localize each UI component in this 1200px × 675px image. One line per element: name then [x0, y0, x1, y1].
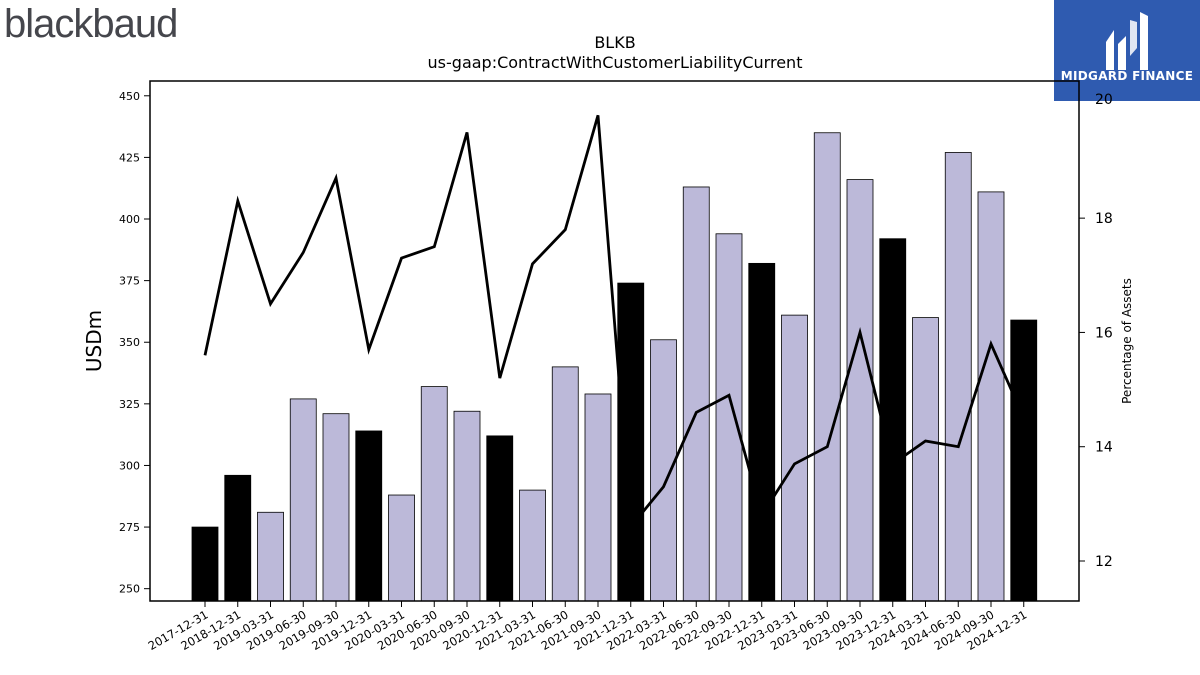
chart-title: BLKB — [594, 33, 635, 52]
brand-logo: blackbaud — [4, 2, 178, 46]
y-tick-label-425: 425 — [119, 151, 140, 164]
y2-tick-label-12: 12 — [1095, 554, 1113, 570]
x-axis: 2017-12-312018-12-312019-03-312019-06-30… — [146, 601, 1029, 653]
y-tick-label-450: 450 — [119, 90, 140, 103]
bar-2022-06-30 — [682, 186, 710, 602]
midgard-logo-icon — [1106, 12, 1148, 70]
y-tick-label-275: 275 — [119, 521, 140, 534]
y2-axis-label: Percentage of Assets — [1120, 278, 1134, 404]
bar-2024-03-31 — [912, 317, 939, 602]
line-layer — [203, 114, 1026, 531]
bar-2019-06-30 — [289, 398, 317, 602]
bar-2019-12-31 — [355, 430, 383, 602]
right-axis: 12 14 16 18 20 — [1079, 92, 1113, 570]
bar-2023-09-30 — [846, 179, 874, 602]
bar-2020-06-30 — [420, 386, 448, 602]
plot-frame — [149, 80, 1080, 602]
bar-2017-12-31 — [191, 526, 219, 602]
bar-2022-09-30 — [715, 233, 743, 602]
bar-2024-09-30 — [977, 191, 1005, 602]
bar-2020-09-30 — [453, 410, 481, 602]
bar-2020-12-31 — [486, 435, 514, 602]
y-tick-label-325: 325 — [119, 398, 140, 411]
y2-tick-label-14: 14 — [1095, 440, 1113, 456]
bars-layer — [191, 132, 1038, 602]
y2-tick-label-16: 16 — [1095, 325, 1113, 341]
bar-2019-09-30 — [322, 413, 350, 602]
bar-2021-03-31 — [519, 489, 546, 602]
y2-tick-label-top: 20 — [1095, 92, 1113, 108]
bar-2022-03-31 — [650, 339, 677, 602]
bar-2018-12-31 — [224, 474, 252, 602]
y-tick-label-400: 400 — [119, 213, 140, 226]
bar-2021-09-30 — [584, 393, 612, 602]
bar-2023-06-30 — [813, 132, 841, 602]
bar-2023-12-31 — [879, 238, 907, 602]
y2-tick-label-18: 18 — [1095, 211, 1113, 227]
bar-2022-12-31 — [748, 262, 776, 602]
bar-2024-12-31 — [1010, 319, 1038, 602]
chart-subtitle: us-gaap:ContractWithCustomerLiabilityCur… — [428, 53, 803, 72]
partner-name: MIDGARD FINANCE — [1060, 69, 1194, 83]
y-tick-label-300: 300 — [119, 459, 140, 472]
y-tick-label-350: 350 — [119, 336, 140, 349]
bar-2021-06-30 — [551, 366, 579, 602]
bar-2021-12-31 — [617, 282, 645, 602]
midgard-finance-badge: MIDGARD FINANCE — [1054, 0, 1200, 101]
bar-2019-03-31 — [257, 511, 284, 602]
bar-2020-03-31 — [388, 494, 415, 602]
left-axis: 250 275 300 325 350 375 400 425 450 — [119, 90, 150, 596]
y-tick-label-250: 250 — [119, 583, 140, 596]
bar-2024-06-30 — [944, 152, 972, 602]
y-axis-label: USDm — [82, 310, 106, 372]
percentage-line — [203, 114, 1026, 531]
y-tick-label-375: 375 — [119, 275, 140, 288]
